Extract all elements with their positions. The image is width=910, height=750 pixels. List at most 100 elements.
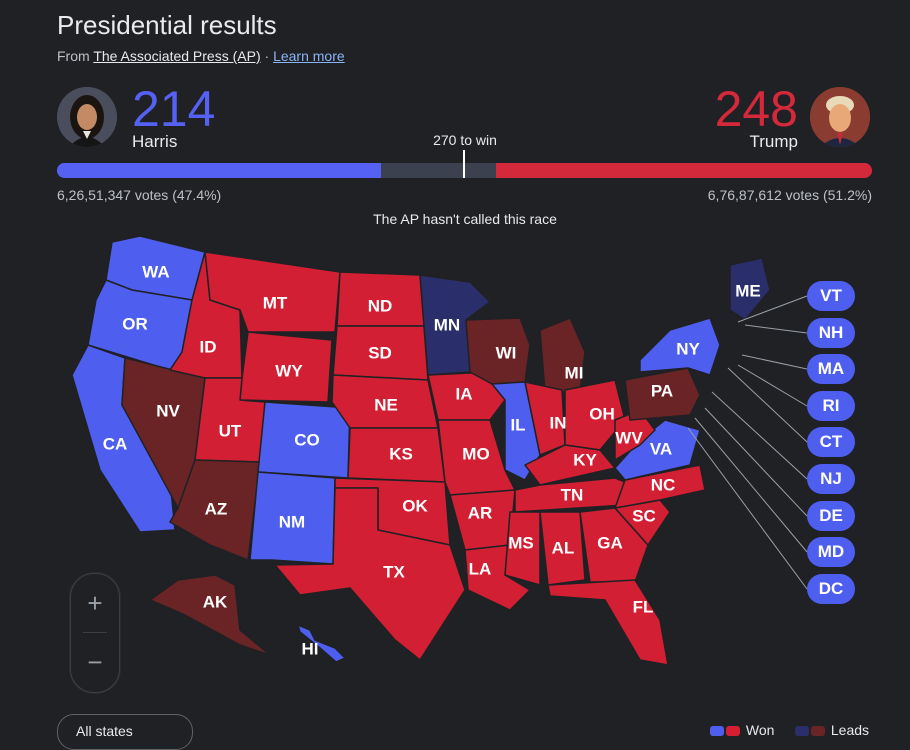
leader-line-nj	[711, 391, 808, 480]
legend-leads: Leads	[795, 722, 869, 738]
state-label-ok: OK	[402, 496, 428, 515]
zoom-in-button[interactable]: +	[87, 588, 103, 618]
small-state-ri[interactable]: RI	[807, 391, 855, 421]
all-states-button[interactable]: All states	[57, 714, 193, 750]
state-label-wv: WV	[615, 428, 643, 447]
small-state-nj[interactable]: NJ	[807, 464, 855, 494]
state-wy[interactable]	[239, 331, 333, 403]
state-label-ar: AR	[468, 503, 493, 522]
state-label-sc: SC	[632, 506, 656, 525]
state-label-wy: WY	[275, 361, 303, 380]
state-label-ne: NE	[374, 395, 398, 414]
legend-dem-lead-swatch	[795, 726, 809, 737]
state-label-in: IN	[550, 413, 567, 432]
harris-name: Harris	[132, 132, 178, 151]
state-label-tx: TX	[383, 562, 405, 581]
state-label-az: AZ	[205, 499, 228, 518]
win-threshold-marker	[462, 150, 465, 178]
source-prefix: From	[57, 48, 90, 64]
harris-progress	[57, 163, 382, 178]
state-label-nm: NM	[279, 512, 305, 531]
state-fl[interactable]	[547, 579, 669, 666]
small-state-dc[interactable]: DC	[807, 574, 855, 604]
state-label-mi: MI	[565, 363, 584, 382]
small-state-de[interactable]: DE	[807, 501, 855, 531]
small-state-nh[interactable]: NH	[807, 318, 855, 348]
state-label-ms: MS	[508, 533, 534, 552]
leader-line-ri	[737, 364, 808, 407]
race-status: The AP hasn't called this race	[373, 211, 557, 227]
state-al[interactable]	[539, 511, 586, 586]
small-state-md[interactable]: MD	[807, 537, 855, 567]
legend-won: Won	[710, 722, 774, 738]
state-label-al: AL	[552, 538, 575, 557]
state-label-nv: NV	[156, 401, 180, 420]
state-ky[interactable]	[524, 444, 616, 486]
state-label-sd: SD	[368, 343, 392, 362]
state-label-oh: OH	[589, 404, 615, 423]
state-label-ks: KS	[389, 444, 413, 463]
state-nc[interactable]	[614, 464, 706, 509]
small-state-ct[interactable]: CT	[807, 427, 855, 457]
state-label-me: ME	[735, 281, 761, 300]
state-label-ny: NY	[676, 339, 700, 358]
state-label-tn: TN	[561, 485, 584, 504]
state-label-mo: MO	[462, 444, 489, 463]
learn-more-link[interactable]: Learn more	[273, 48, 345, 64]
leader-line-ma	[741, 354, 808, 370]
state-label-ut: UT	[219, 421, 242, 440]
state-me[interactable]	[729, 257, 771, 321]
state-label-wi: WI	[496, 343, 517, 362]
state-label-ak: AK	[203, 592, 228, 611]
state-label-mt: MT	[263, 293, 288, 312]
state-label-hi: HI	[302, 639, 319, 658]
state-ms[interactable]	[504, 511, 541, 586]
state-mi[interactable]	[539, 317, 586, 393]
harris-popular-votes: 6,26,51,347 votes (47.4%)	[57, 187, 222, 203]
trump-progress	[496, 163, 872, 178]
zoom-divider	[83, 632, 107, 633]
all-states-label: All states	[76, 723, 133, 739]
state-tx[interactable]	[274, 487, 466, 661]
state-label-la: LA	[469, 559, 492, 578]
state-nm[interactable]	[249, 471, 336, 565]
state-label-mn: MN	[434, 315, 460, 334]
to-win-label: 270 to win	[433, 132, 497, 148]
state-label-id: ID	[200, 337, 217, 356]
source-line: From The Associated Press (AP) · Learn m…	[57, 48, 345, 64]
harris-avatar	[57, 87, 117, 147]
state-label-fl: FL	[633, 597, 654, 616]
state-label-co: CO	[294, 430, 320, 449]
state-hi[interactable]	[297, 624, 346, 663]
state-pa[interactable]	[624, 367, 701, 421]
state-oh[interactable]	[564, 379, 626, 451]
legend-dem-swatch	[710, 726, 724, 737]
trump-avatar	[810, 87, 870, 147]
source-link[interactable]: The Associated Press (AP)	[93, 48, 261, 64]
legend-won-label: Won	[745, 722, 775, 738]
zoom-out-button[interactable]: −	[87, 647, 103, 677]
harris-electoral-votes: 214	[132, 81, 216, 137]
small-state-ma[interactable]: MA	[807, 354, 855, 384]
zoom-control: + −	[70, 573, 120, 693]
state-ak[interactable]	[149, 574, 271, 656]
small-state-vt[interactable]: VT	[807, 281, 855, 311]
trump-popular-votes: 6,76,87,612 votes (51.2%)	[707, 187, 872, 203]
legend-rep-lead-swatch	[811, 726, 825, 737]
state-label-ca: CA	[103, 434, 128, 453]
legend-leads-label: Leads	[830, 722, 870, 738]
state-ny[interactable]	[639, 317, 721, 376]
page-title: Presidential results	[57, 10, 277, 40]
trump-name: Trump	[749, 132, 799, 151]
legend-rep-swatch	[726, 726, 740, 737]
state-label-nd: ND	[368, 296, 393, 315]
state-label-va: VA	[650, 439, 672, 458]
state-label-ky: KY	[573, 450, 597, 469]
state-label-il: IL	[510, 415, 525, 434]
state-label-pa: PA	[651, 381, 673, 400]
trump-electoral-votes: 248	[714, 81, 798, 137]
leader-line-nh	[744, 324, 808, 334]
state-label-ga: GA	[597, 533, 623, 552]
state-label-ia: IA	[456, 384, 473, 403]
us-map[interactable]: WA OR CA NV ID MT WY UT AZ CO NM ND SD NE KS OK TX MN IA MO…	[0, 0, 910, 730]
